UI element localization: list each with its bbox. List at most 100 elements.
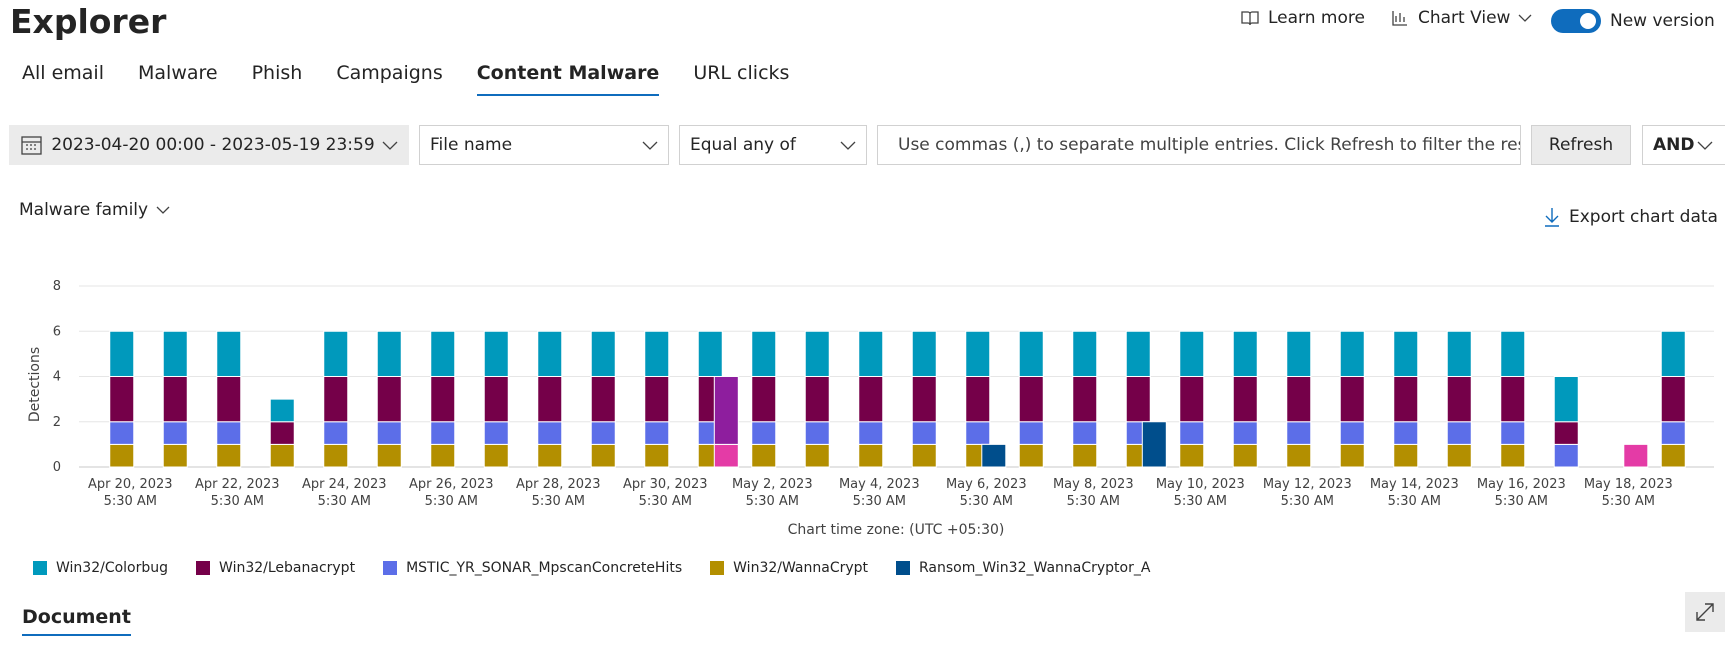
bar-segment (109, 443, 135, 468)
bar-segment (1339, 376, 1365, 423)
bar-segment (376, 330, 402, 377)
x-tick-label: Apr 22, 2023 5:30 AM (195, 477, 280, 509)
operator-dropdown[interactable]: Equal any of (679, 125, 867, 165)
bar-segment (1339, 330, 1365, 377)
bar-segment (1018, 376, 1044, 423)
bar-segment (216, 376, 242, 423)
bar-segment (1018, 330, 1044, 377)
bar-segment (697, 330, 723, 377)
bar-segment (804, 376, 830, 423)
legend-label: Win32/Colorbug (56, 560, 169, 576)
bar-segment (109, 421, 135, 445)
chart-view-text: Chart View (1418, 8, 1511, 28)
chart-view[interactable]: Chart View (1390, 8, 1532, 28)
legend-item[interactable]: Win32/Colorbug (33, 560, 168, 576)
bar-segment (1286, 330, 1312, 377)
bar-segment (483, 330, 509, 377)
bar-segment (430, 376, 456, 423)
x-axis-label: Chart time zone: (UTC +05:30) (788, 522, 1005, 538)
bar-segment (216, 421, 242, 445)
bar-segment (1232, 443, 1258, 468)
bar-segment (965, 330, 991, 377)
x-tick-label: May 12, 2023 5:30 AM (1262, 477, 1352, 509)
legend-label: MSTIC_YR_SONAR_MpscanConcreteHits (406, 560, 683, 576)
legend-item[interactable]: Ransom_Win32_WannaCryptor_A (896, 560, 1150, 576)
y-tick-label: 4 (53, 370, 61, 385)
document-tab[interactable]: Document (22, 606, 131, 636)
bar-segment (1286, 443, 1312, 468)
y-tick-label: 8 (53, 279, 61, 294)
legend-item[interactable]: Win32/WannaCrypt (710, 560, 868, 576)
y-tick-label: 6 (53, 324, 61, 339)
date-range-text: 2023-04-20 00:00 - 2023-05-19 23:59 (51, 135, 375, 155)
bar-segment (858, 443, 884, 468)
bar-segment (162, 443, 188, 468)
bar-segment (216, 443, 242, 468)
bar-segment (376, 376, 402, 423)
bar-segment (483, 421, 509, 445)
bar-segment (1072, 330, 1098, 377)
new-version-toggle[interactable]: New version (1550, 8, 1715, 34)
bar-segment (644, 376, 670, 423)
group-by-text: Malware family (19, 200, 149, 220)
learn-more[interactable]: Learn more (1240, 8, 1365, 28)
legend-item[interactable]: Win32/Lebanacrypt (196, 560, 355, 576)
date-range[interactable]: 2023-04-20 00:00 - 2023-05-19 23:59 (9, 125, 409, 165)
calendar-icon (21, 136, 42, 155)
bar-segment (1072, 421, 1098, 445)
bar-segment (1179, 330, 1205, 377)
bar-segment (1446, 376, 1472, 423)
bar-segment (751, 443, 777, 468)
expand-button[interactable] (1685, 592, 1725, 632)
bar-segment (1179, 421, 1205, 445)
bar-segment (1500, 421, 1526, 445)
field-text: File name (430, 135, 513, 155)
x-tick-label: Apr 30, 2023 5:30 AM (623, 477, 708, 509)
bar-segment (751, 421, 777, 445)
bar-segment (1393, 330, 1419, 377)
bar-segment (1179, 443, 1205, 468)
bar-segment (804, 443, 830, 468)
bar-segment (981, 443, 1007, 468)
bar-segment (1446, 443, 1472, 468)
group-by[interactable]: Malware family (19, 200, 170, 220)
bar-segment (537, 376, 563, 423)
tab[interactable]: Malware (138, 62, 218, 84)
x-tick-label: May 2, 2023 5:30 AM (731, 477, 813, 509)
bar-segment (911, 421, 937, 445)
bar-segment (1141, 421, 1167, 468)
field-dropdown[interactable]: File name (419, 125, 669, 165)
tab[interactable]: All email (22, 62, 104, 84)
bar-segment (858, 421, 884, 445)
operator-text: Equal any of (690, 135, 796, 155)
bar-segment (713, 443, 739, 468)
bar-segment (751, 330, 777, 377)
tab[interactable]: URL clicks (693, 62, 790, 84)
bar-segment (1339, 443, 1365, 468)
new-version-text: New version (1610, 11, 1715, 31)
bar-segment (430, 443, 456, 468)
bar-segment (751, 376, 777, 423)
bar-segment (1500, 376, 1526, 423)
bar-segment (1553, 376, 1579, 423)
bar-segment (911, 376, 937, 423)
bar-segment (1018, 443, 1044, 468)
logic-dropdown[interactable]: AND (1642, 125, 1725, 165)
tab-bar: All email Malware Phish Campaigns Content Ma… (22, 62, 789, 96)
bar-segment (911, 330, 937, 377)
tab[interactable]: Campaigns (336, 62, 443, 84)
tab[interactable]: Content Malware (476, 62, 660, 96)
y-tick-label: 0 (53, 460, 61, 475)
tab[interactable]: Phish (251, 62, 303, 84)
bar-segment (1500, 330, 1526, 377)
export[interactable]: Export chart data (1543, 206, 1718, 228)
search-box[interactable]: Use commas (,) to separate multiple entr… (877, 125, 1521, 165)
bar-segment (1660, 330, 1686, 377)
download-icon (1545, 208, 1559, 227)
bar-segment (323, 443, 349, 468)
bar-segment (1339, 421, 1365, 445)
bar-segment (1393, 421, 1419, 445)
legend-item[interactable]: MSTIC_YR_SONAR_MpscanConcreteHits (383, 560, 682, 576)
refresh-button[interactable]: Refresh (1531, 125, 1631, 165)
y-axis-label: Detections (27, 347, 43, 422)
